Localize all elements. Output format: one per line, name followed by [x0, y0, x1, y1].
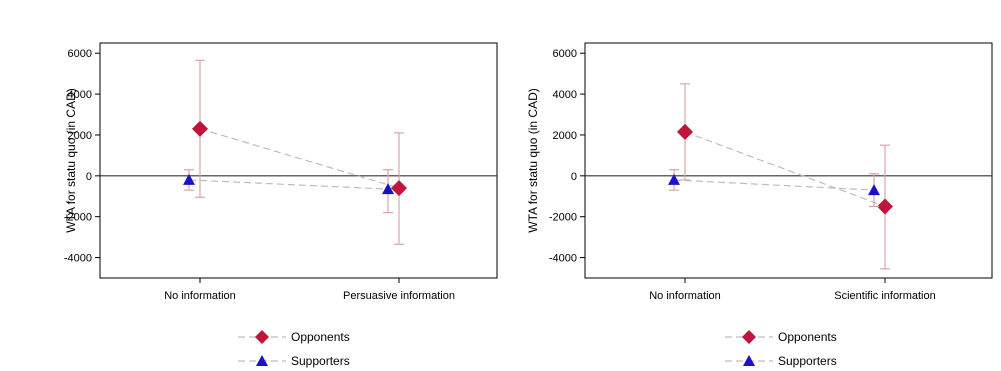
y-tick-label: 2000 — [68, 130, 92, 142]
legend: Opponents Supporters — [238, 330, 350, 368]
series-line — [673, 179, 875, 191]
legend-label: Supporters — [291, 354, 350, 368]
data-point-triangle — [868, 184, 880, 196]
y-tick-label: 4000 — [553, 89, 577, 101]
series-supporters — [668, 169, 880, 208]
data-point-diamond — [877, 198, 893, 215]
y-tick-label: 2000 — [553, 130, 577, 142]
plot-area — [584, 42, 993, 279]
legend: Opponents Supporters — [725, 330, 837, 368]
y-tick-label: 0 — [571, 171, 577, 183]
series-opponents — [192, 59, 407, 245]
x-tick-label: No information — [164, 290, 236, 302]
series-opponents — [677, 83, 893, 270]
y-axis-title: WTA for statu quo (in CAD) — [64, 88, 78, 233]
data-point-diamond — [677, 123, 693, 140]
y-tick-label: 0 — [86, 171, 92, 183]
series-line — [199, 128, 400, 189]
y-axis-title: WTA for statu quo (in CAD) — [526, 88, 540, 233]
legend-marker-triangle — [743, 355, 755, 366]
legend-marker-diamond — [255, 330, 269, 344]
y-tick-label: 4000 — [68, 89, 92, 101]
y-tick-label: -4000 — [64, 253, 92, 265]
data-point-triangle — [183, 173, 195, 185]
y-tick-label: 6000 — [553, 48, 577, 60]
x-tick-label: Scientific information — [834, 290, 936, 302]
y-tick-label: 6000 — [68, 48, 92, 60]
series-line — [188, 179, 389, 190]
y-tick-label: -4000 — [549, 253, 577, 265]
plot-area — [99, 42, 498, 279]
legend-label: Opponents — [778, 330, 837, 344]
data-point-triangle — [382, 183, 394, 195]
legend-marker-triangle — [256, 355, 268, 366]
y-tick-label: -2000 — [64, 212, 92, 224]
series-line — [684, 131, 886, 208]
legend-marker-diamond — [742, 330, 756, 344]
data-point-diamond — [391, 180, 407, 197]
y-tick-label: -2000 — [549, 212, 577, 224]
x-tick-label: Persuasive information — [343, 290, 455, 302]
series-supporters — [183, 169, 394, 214]
legend-label: Opponents — [291, 330, 350, 344]
chart-panel-1: 6000 4000 2000 0 -2000 -4000 No information Per… — [64, 42, 498, 368]
legend-label: Supporters — [778, 354, 837, 368]
data-point-diamond — [192, 120, 208, 137]
data-point-triangle — [668, 173, 680, 185]
x-tick-label: No information — [649, 290, 721, 302]
chart-panel-2: 6000 4000 2000 0 -2000 -4000 No information Sci… — [526, 42, 993, 368]
